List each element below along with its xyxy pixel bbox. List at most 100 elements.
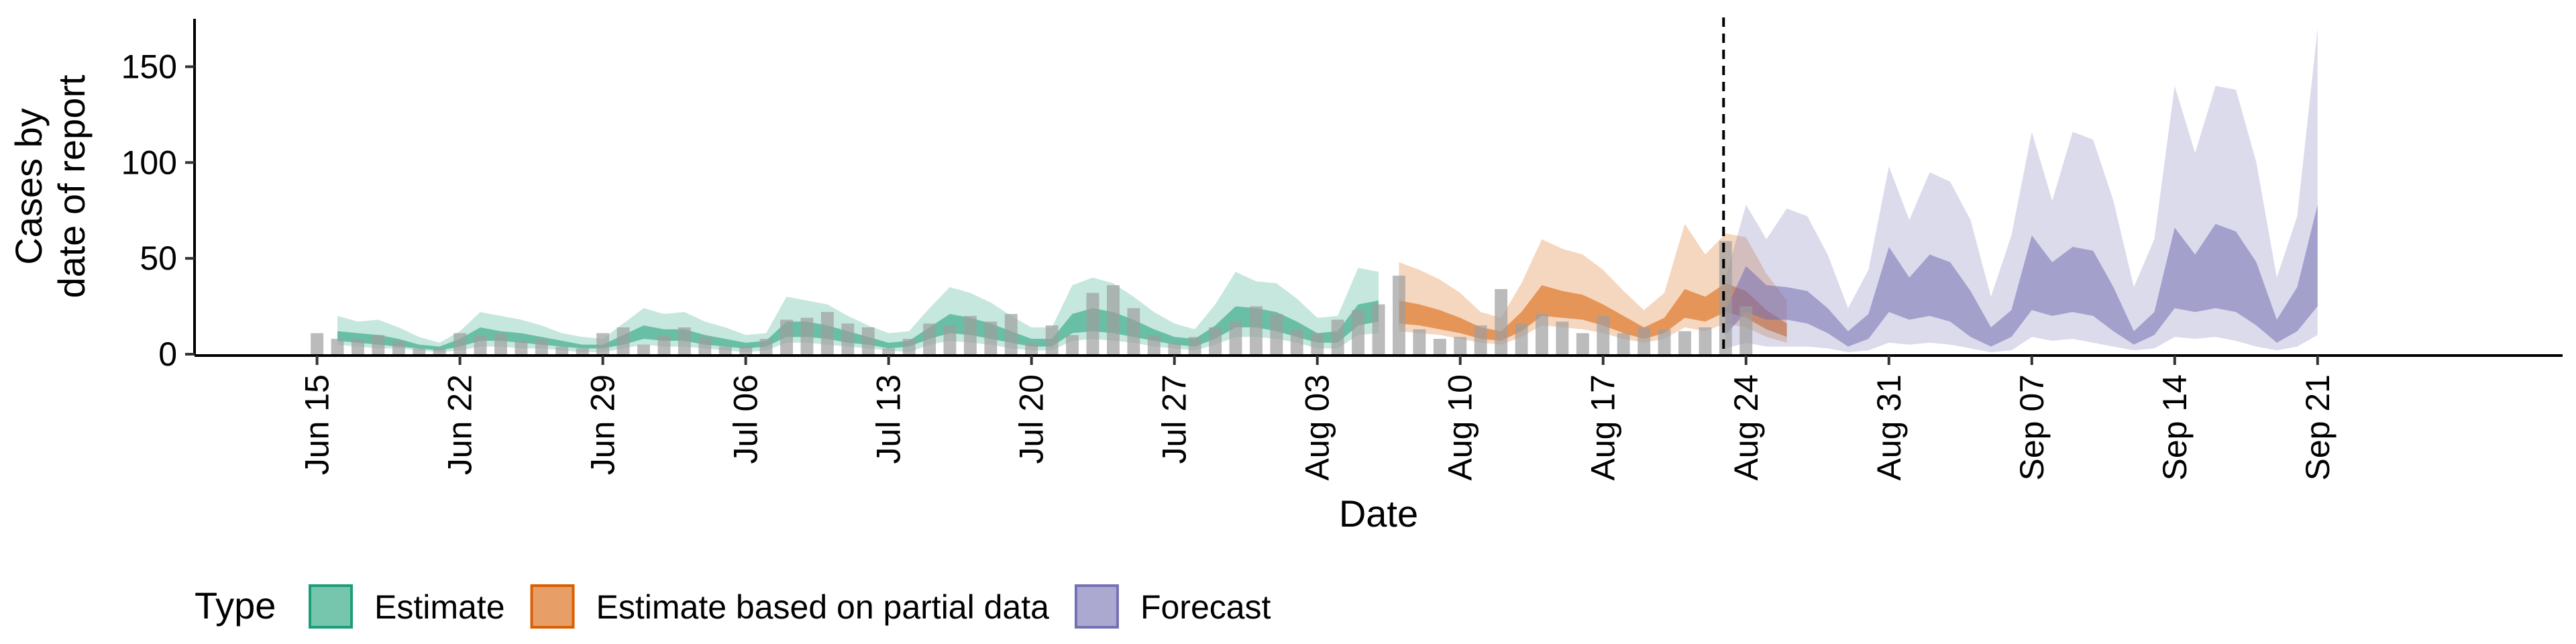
- legend-swatch: [1074, 584, 1119, 629]
- bar: [902, 339, 916, 354]
- x-tick-label: Sep 14: [2156, 374, 2194, 480]
- x-tick-label: Jul 13: [870, 374, 908, 464]
- bar: [841, 323, 855, 354]
- bar: [1004, 314, 1018, 354]
- bar: [923, 323, 936, 354]
- legend: Type Estimate Estimate based on partial da…: [195, 584, 1271, 629]
- legend-swatch: [309, 584, 353, 629]
- x-tick-label: Sep 21: [2299, 374, 2337, 480]
- bar: [1250, 306, 1263, 354]
- legend-label: Estimate: [374, 588, 505, 626]
- bar: [1168, 342, 1181, 354]
- bar: [963, 315, 977, 354]
- bar: [1638, 327, 1651, 354]
- bar: [1209, 327, 1222, 354]
- x-tick-label: Jul 20: [1013, 374, 1051, 464]
- series-3-inner-band: [1725, 205, 2318, 347]
- legend-title: Type: [195, 584, 276, 627]
- y-axis-label: Cases by date of report: [7, 74, 93, 299]
- bar: [882, 348, 896, 354]
- bar-layer: [311, 241, 1753, 354]
- bar: [1678, 331, 1691, 354]
- bar: [1331, 319, 1344, 354]
- series-2-inner-band: [1399, 283, 1787, 341]
- bar: [739, 346, 753, 354]
- bar: [1025, 342, 1038, 354]
- y-axis-label-line-2: date of report: [50, 74, 93, 299]
- x-tick-label: Jul 06: [727, 374, 765, 464]
- bar: [474, 335, 487, 354]
- bar: [1556, 321, 1569, 354]
- bar: [1147, 335, 1161, 354]
- x-tick-label: Aug 24: [1727, 374, 1765, 480]
- x-tick-label: Jun 22: [441, 374, 479, 475]
- bar: [820, 312, 834, 354]
- bar: [494, 333, 507, 354]
- y-tick-label: 150: [121, 48, 177, 85]
- legend-label: Forecast: [1140, 588, 1271, 626]
- bar: [1372, 304, 1385, 354]
- bar: [759, 339, 773, 354]
- x-tick-label: Aug 17: [1585, 374, 1622, 480]
- bar: [678, 327, 691, 354]
- bar: [1597, 315, 1610, 354]
- bar: [800, 317, 814, 354]
- bar: [984, 321, 998, 354]
- x-axis-label: Date: [1339, 492, 1418, 535]
- bar: [535, 339, 548, 354]
- bar: [718, 346, 732, 354]
- y-tick-label: 50: [140, 239, 177, 277]
- bar: [1188, 337, 1201, 354]
- bar: [1576, 333, 1589, 354]
- ribbon-layer: [337, 28, 2318, 353]
- bar: [1393, 275, 1405, 354]
- bar: [1454, 337, 1467, 354]
- bar: [311, 333, 324, 354]
- bar: [1066, 335, 1079, 354]
- y-axis-label-line-1: Cases by: [7, 108, 50, 264]
- bar: [1658, 329, 1671, 354]
- x-tick-label: Jun 29: [584, 374, 622, 475]
- bar: [1290, 329, 1303, 354]
- bar: [943, 325, 957, 354]
- bar: [372, 335, 385, 354]
- bar: [1515, 323, 1528, 354]
- bar: [1474, 325, 1487, 354]
- bar: [352, 339, 364, 354]
- bar: [1270, 314, 1283, 354]
- bar: [780, 319, 793, 354]
- bar: [596, 333, 610, 354]
- bar: [1045, 325, 1059, 354]
- bar: [413, 348, 426, 354]
- bar: [392, 341, 405, 354]
- x-tick-label: Aug 31: [1870, 374, 1908, 480]
- bar: [1311, 333, 1324, 354]
- x-tick-label: Jun 15: [299, 374, 336, 475]
- x-tick-label: Aug 10: [1442, 374, 1479, 480]
- bar: [698, 337, 712, 354]
- legend-label: Estimate based on partial data: [596, 588, 1050, 626]
- legend-swatch: [530, 584, 575, 629]
- y-tick-label: 100: [121, 144, 177, 181]
- bar: [1433, 339, 1446, 354]
- bar: [1739, 306, 1753, 354]
- bar: [1107, 285, 1120, 354]
- bar: [576, 348, 589, 354]
- bar: [1617, 333, 1630, 354]
- bar: [1413, 329, 1426, 354]
- y-tick-label: 0: [158, 335, 177, 373]
- axes: 0 50 100 150 Jun 15 Jun 22 Jun 29 Jul 06 Jul 13 J…: [121, 19, 2563, 480]
- bar: [331, 339, 344, 354]
- bar: [861, 327, 875, 354]
- bar: [637, 344, 650, 354]
- series-1-inner-band: [337, 301, 1379, 351]
- bar: [1699, 327, 1712, 354]
- bar: [1536, 314, 1548, 354]
- bar: [453, 333, 467, 354]
- bar: [1127, 308, 1140, 354]
- x-tick-label: Jul 27: [1156, 374, 1193, 464]
- bar: [657, 335, 671, 354]
- bar: [433, 348, 446, 354]
- bar: [1719, 241, 1732, 354]
